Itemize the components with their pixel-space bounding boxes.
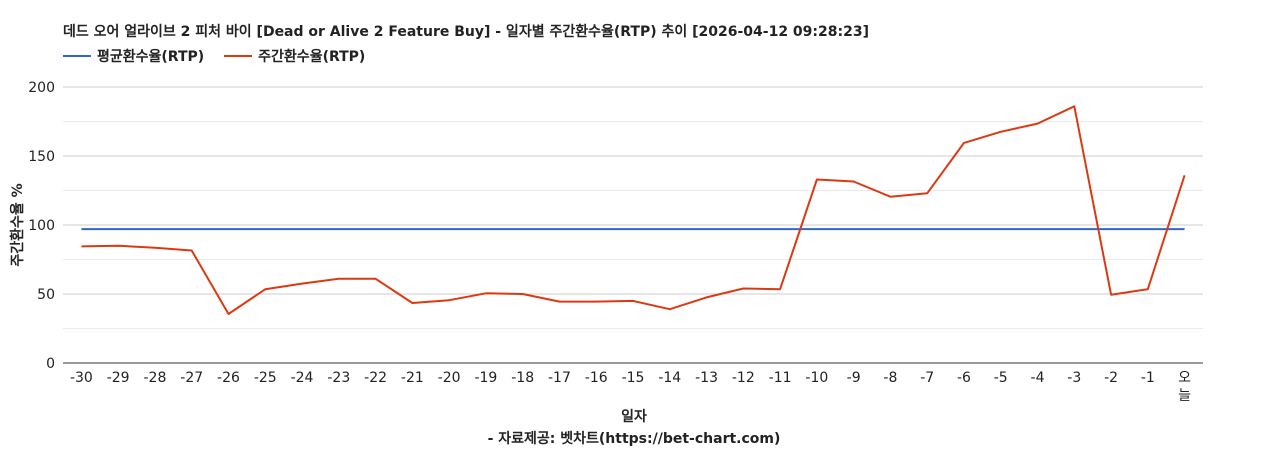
x-tick-label: -20 — [438, 370, 461, 386]
x-tick-label: 늘 — [1178, 388, 1191, 404]
x-tick-label: -7 — [920, 370, 934, 386]
x-tick-label: -5 — [994, 370, 1008, 386]
x-tick-label: -15 — [622, 370, 645, 386]
x-tick-label: -24 — [291, 370, 314, 386]
x-tick-label: -17 — [548, 370, 571, 386]
y-tick-label: 150 — [28, 149, 55, 165]
y-tick-label: 100 — [28, 218, 55, 234]
y-tick-label: 200 — [28, 80, 55, 96]
x-tick-label: -28 — [143, 370, 166, 386]
x-tick-label: -16 — [585, 370, 608, 386]
x-tick-label: -22 — [364, 370, 387, 386]
legend-swatch-average — [63, 55, 91, 57]
x-tick-label: -18 — [511, 370, 534, 386]
legend-label-weekly: 주간환수율(RTP) — [258, 49, 366, 65]
y-axis-title: 주간환수율 % — [10, 183, 26, 267]
legend-swatch-weekly — [224, 55, 253, 57]
x-tick-label: -30 — [70, 370, 93, 386]
x-tick-label: -14 — [658, 370, 681, 386]
x-tick-label: -11 — [769, 370, 792, 386]
x-tick-label: -29 — [107, 370, 130, 386]
x-tick-label: -23 — [327, 370, 350, 386]
chart-title: 데드 오어 얼라이브 2 피처 바이 [Dead or Alive 2 Feat… — [63, 24, 869, 40]
x-tick-label: -10 — [805, 370, 828, 386]
x-tick-label: -13 — [695, 370, 718, 386]
x-tick-label: -1 — [1141, 370, 1155, 386]
x-tick-label: -3 — [1067, 370, 1081, 386]
legend-item-weekly[interactable]: 주간환수율(RTP) — [224, 46, 365, 66]
x-tick-label: -19 — [474, 370, 497, 386]
legend-label-average: 평균환수율(RTP) — [97, 49, 205, 65]
x-tick-label: -4 — [1031, 370, 1045, 386]
x-tick-label: -6 — [957, 370, 971, 386]
legend: 평균환수율(RTP) 주간환수율(RTP) — [63, 46, 385, 66]
x-tick-label: -12 — [732, 370, 755, 386]
x-tick-label: -27 — [180, 370, 203, 386]
x-tick-label: -25 — [254, 370, 277, 386]
y-tick-label: 50 — [37, 287, 55, 303]
x-tick-label: -9 — [847, 370, 861, 386]
legend-item-average[interactable]: 평균환수율(RTP) — [63, 46, 204, 66]
x-tick-label: -8 — [883, 370, 897, 386]
x-tick-label: 오 — [1178, 370, 1191, 386]
x-tick-label: -26 — [217, 370, 240, 386]
series-line-weekly — [81, 105, 1186, 315]
x-tick-label: -2 — [1104, 370, 1118, 386]
y-tick-label: 0 — [46, 356, 55, 372]
x-axis-title: 일자 — [621, 409, 647, 425]
x-tick-label: -21 — [401, 370, 424, 386]
data-credit: - 자료제공: 벳차트(https://bet-chart.com) — [487, 431, 781, 447]
